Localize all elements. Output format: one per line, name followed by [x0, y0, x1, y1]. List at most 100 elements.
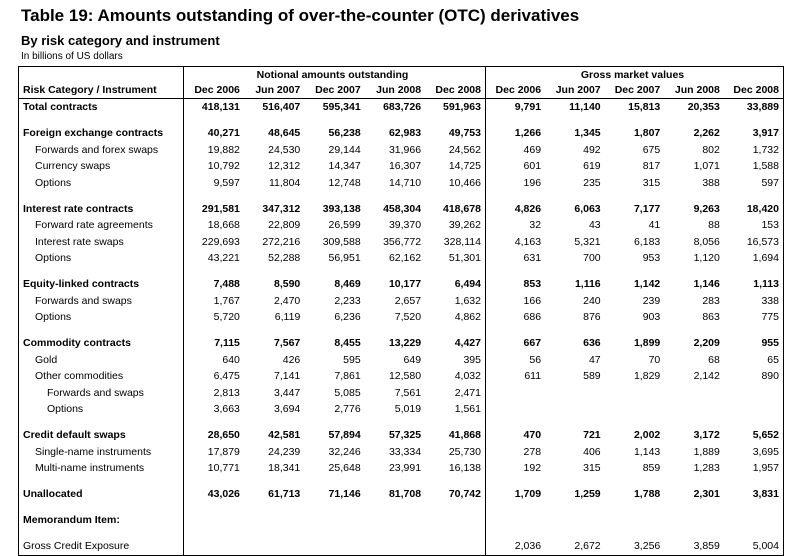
value-cell: 5,004: [752, 540, 779, 553]
value-cell: 229,693: [182, 233, 244, 250]
value-cell: 406: [583, 445, 601, 458]
value-cell: 57,325: [388, 429, 422, 442]
value-cell: 14,347: [328, 160, 361, 173]
value-cell: 18,341: [268, 462, 301, 475]
value-cell: 24,530: [268, 143, 301, 156]
table-row: Options 5,720 6,119 6,236 7,520 4,862 686 876 90…: [19, 309, 784, 326]
value-cell: [425, 503, 485, 529]
row-label: Gold: [35, 353, 58, 366]
value-cell: 1,146: [693, 278, 720, 291]
group-header: Notional amounts outstanding: [183, 66, 486, 82]
value-cell: 24,562: [448, 143, 481, 156]
value-cell: [724, 385, 784, 402]
value-cell: [484, 384, 546, 401]
value-cell: [605, 385, 665, 402]
row-label: Unallocated: [23, 488, 83, 501]
table-row: Multi-name instruments 10,771 18,341 25,648…: [19, 460, 784, 477]
value-cell: 903: [642, 311, 661, 324]
value-cell: 291,581: [182, 191, 244, 217]
value-cell: 7,567: [274, 337, 301, 350]
table-row: Options 3,663 3,694 2,776 5,019 1,561: [19, 401, 784, 418]
value-cell: 721: [583, 429, 601, 442]
value-cell: 70,742: [448, 488, 481, 501]
value-cell: [244, 503, 304, 529]
value-cell: 6,494: [454, 278, 481, 291]
value-cell: [182, 502, 244, 529]
value-cell: 631: [484, 250, 546, 267]
value-cell: 43,026: [182, 476, 244, 503]
value-cell: 62,162: [388, 252, 422, 265]
column-header: Dec 2006: [484, 82, 546, 99]
value-cell: 56,951: [328, 252, 361, 265]
value-cell: 686: [484, 309, 546, 326]
value-cell: 239: [642, 294, 661, 307]
value-cell: 7,861: [334, 370, 361, 383]
value-cell: 315: [583, 462, 601, 475]
value-cell: 3,831: [752, 488, 779, 501]
table-row: Credit default swaps 28,650 42,581 57,894 57…: [19, 417, 784, 444]
value-cell: 6,475: [182, 368, 244, 385]
value-cell: 56,238: [328, 127, 361, 140]
value-cell: 278: [484, 443, 546, 460]
value-cell: 7,488: [182, 266, 244, 293]
value-cell: 48,645: [268, 127, 301, 140]
value-cell: 683,726: [383, 101, 422, 114]
row-label: Interest rate contracts: [23, 202, 134, 215]
value-cell: 4,826: [484, 191, 546, 217]
value-cell: 426: [282, 353, 301, 366]
value-cell: 2,657: [394, 294, 422, 307]
value-cell: 1,116: [574, 278, 601, 291]
value-cell: 595: [343, 353, 361, 366]
value-cell: [304, 529, 364, 556]
value-cell: 26,599: [328, 219, 361, 232]
value-cell: 28,650: [182, 417, 244, 444]
value-cell: 7,115: [182, 325, 244, 352]
value-cell: 1,807: [633, 127, 661, 140]
value-cell: 802: [702, 143, 720, 156]
value-cell: 39,370: [388, 219, 422, 232]
table-row: Forward rate agreements 18,668 22,809 26,59…: [19, 217, 784, 234]
data-table: Notional amounts outstanding Gross market…: [18, 66, 784, 556]
row-label: Forward rate agreements: [35, 219, 153, 232]
value-cell: 619: [583, 160, 601, 173]
value-cell: 5,019: [394, 403, 422, 416]
value-cell: [545, 503, 605, 529]
row-label: Options: [35, 311, 72, 324]
value-cell: 71,146: [328, 488, 361, 501]
value-cell: 1,283: [693, 462, 720, 475]
value-cell: 22,809: [268, 219, 301, 232]
value-cell: 2,142: [693, 370, 720, 383]
value-cell: [664, 385, 724, 402]
value-cell: 166: [484, 292, 546, 309]
value-cell: 2,471: [454, 386, 481, 399]
value-cell: [605, 401, 665, 418]
value-cell: 3,694: [274, 403, 301, 416]
value-cell: 2,672: [574, 540, 601, 553]
value-cell: 68: [708, 353, 720, 366]
value-cell: 418,678: [443, 202, 481, 215]
value-cell: 8,455: [334, 337, 361, 350]
value-cell: 649: [403, 353, 422, 366]
value-cell: 700: [583, 252, 601, 265]
value-cell: [484, 401, 546, 418]
value-cell: 1,561: [454, 403, 481, 416]
value-cell: 863: [702, 311, 720, 324]
value-cell: 20,353: [687, 101, 720, 114]
row-label: Memorandum Item:: [23, 514, 120, 527]
value-cell: 61,713: [268, 488, 301, 501]
value-cell: 196: [484, 174, 546, 191]
value-cell: 859: [642, 462, 661, 475]
value-cell: 39,262: [448, 219, 481, 232]
value-cell: 1,142: [633, 278, 661, 291]
value-cell: [545, 401, 605, 418]
value-cell: 2,036: [484, 528, 546, 555]
row-label: Options: [35, 252, 72, 265]
value-cell: 591,963: [443, 101, 481, 114]
value-cell: 16,573: [746, 235, 779, 248]
row-label: Total contracts: [23, 101, 98, 114]
value-cell: 18,668: [182, 217, 244, 234]
table-row: Forwards and forex swaps 19,882 24,530 29,1…: [19, 141, 784, 158]
row-label: Currency swaps: [35, 160, 111, 173]
value-cell: 1,829: [633, 370, 661, 383]
value-cell: 395: [463, 353, 481, 366]
